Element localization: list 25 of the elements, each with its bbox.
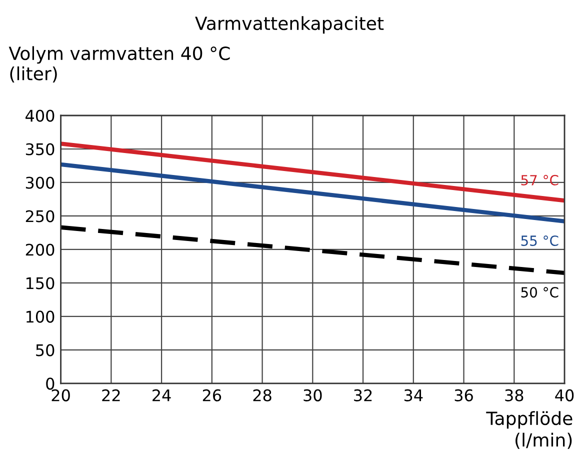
x-tick-label: 24 [152,389,171,402]
y-tick-label: 150 [26,277,54,290]
series-label: 50 °C [521,287,558,298]
x-tick-label: 20 [52,389,70,402]
y-axis-title: Volym varmvatten 40 °C (liter) [8,46,230,83]
y-tick-label: 100 [26,310,54,323]
y-tick-label: 250 [26,210,54,222]
y-tick-label: 350 [26,143,54,156]
x-tick-label: 40 [555,389,574,402]
x-tick-label: 32 [354,389,372,402]
x-tick-label: 30 [304,389,322,402]
y-tick-label: 50 [36,344,54,356]
x-tick-label: 34 [404,389,423,402]
x-axis-title: Tappflöde (l/min) [486,411,572,449]
y-tick-label: 400 [26,110,54,122]
y-tick-label: 300 [26,176,54,189]
y-tick-label: 0 [46,378,54,390]
x-tick-label: 28 [253,389,272,402]
x-tick-label: 26 [202,389,222,402]
x-tick-label: 22 [102,389,120,402]
x-tick-label: 38 [505,389,524,402]
y-tick-label: 200 [26,244,54,256]
x-tick-label: 36 [454,389,473,402]
chart-title: Varmvattenkapacitet [195,16,384,34]
series-label: 55 °C [521,235,558,246]
